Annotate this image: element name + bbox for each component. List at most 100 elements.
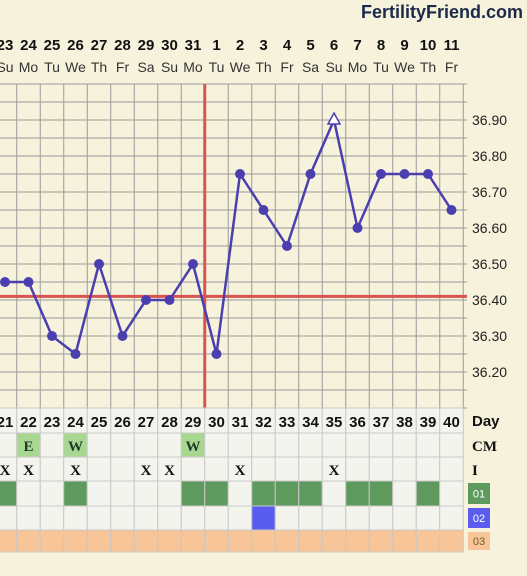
row-03-cell	[321, 529, 347, 553]
weekday-label: We	[394, 59, 415, 75]
cm-row-cell	[345, 432, 370, 458]
row-03-cell	[133, 529, 159, 553]
y-tick-label: 36.50	[472, 256, 507, 272]
row-02-cell	[157, 505, 182, 531]
row-02-cell	[16, 505, 41, 531]
weekday-label: We	[65, 59, 86, 75]
row-02-cell	[274, 505, 300, 531]
cm-row-cell	[415, 432, 441, 458]
cycle-day-label: 36	[349, 414, 366, 431]
cm-row-cell	[86, 432, 112, 458]
weekday-label: Th	[255, 59, 271, 75]
intercourse-row-cell	[86, 456, 112, 482]
row-02-cell	[0, 505, 18, 531]
date-label: 7	[353, 37, 361, 54]
temperature-point	[23, 277, 34, 287]
temperature-point	[211, 349, 222, 359]
row-03-cell	[86, 529, 112, 553]
temperature-point	[258, 205, 269, 215]
row-03-cell	[39, 529, 65, 553]
row-02-cell	[415, 505, 441, 531]
row-label-i: I	[472, 463, 478, 479]
date-label: 1	[212, 37, 220, 54]
cm-row-cell	[110, 432, 135, 458]
chart-grid	[0, 83, 467, 409]
y-tick-label: 36.70	[472, 184, 507, 200]
date-label: 8	[377, 37, 385, 54]
date-label: 11	[444, 37, 460, 54]
y-tick-label: 36.30	[472, 328, 507, 344]
weekday-label: Fr	[116, 59, 130, 75]
temperature-point	[352, 223, 363, 233]
date-label: 30	[161, 37, 178, 54]
weekday-label: Tu	[209, 59, 225, 75]
temperature-point	[235, 169, 245, 179]
row-01-cell	[298, 480, 323, 507]
date-label: 27	[91, 37, 108, 54]
intercourse-mark: X	[23, 463, 34, 479]
cycle-day-label: 29	[185, 414, 202, 431]
cycle-day-label: 22	[20, 414, 37, 431]
row-03-cell	[345, 529, 370, 553]
row-label-03-box	[468, 532, 490, 550]
row-02-cell	[39, 505, 65, 531]
reference-lines	[0, 84, 467, 408]
row-01-cell	[227, 480, 253, 507]
row-01-cell	[274, 480, 300, 507]
row-03-cell	[274, 529, 300, 553]
temperature-point	[188, 259, 198, 269]
row-label-01-box	[468, 483, 490, 504]
intercourse-row-cell	[345, 456, 370, 482]
row-01-cell	[415, 480, 441, 507]
date-label: 23	[0, 37, 13, 54]
intercourse-row-cell	[415, 456, 441, 482]
row-03-cell	[298, 529, 323, 553]
weekday-label: Mo	[19, 59, 39, 75]
weekday-label: Su	[0, 59, 14, 75]
cycle-day-label: 27	[138, 414, 155, 431]
weekday-label: Fr	[280, 59, 294, 75]
cycle-day-label: 39	[420, 414, 437, 431]
date-label: 6	[330, 37, 338, 54]
date-label: 29	[138, 37, 155, 54]
row-03-cell	[204, 529, 229, 553]
intercourse-mark: X	[164, 463, 175, 479]
date-label: 3	[259, 37, 267, 54]
row-01-cell	[345, 480, 370, 507]
row-01-cell	[86, 480, 112, 507]
date-label: 26	[67, 37, 84, 54]
weekday-label: Tu	[44, 59, 60, 75]
row-01-cell	[180, 480, 206, 507]
y-tick-label: 36.90	[472, 112, 507, 128]
row-02-cell	[180, 505, 206, 531]
intercourse-row-cell	[368, 456, 394, 482]
row-02-cell	[227, 505, 253, 531]
temperature-point	[141, 295, 151, 305]
cm-mark: E	[23, 439, 33, 455]
row-02-cell	[439, 505, 464, 531]
date-label: 28	[114, 37, 131, 54]
cm-mark: W	[186, 439, 201, 455]
row-03-cell	[392, 529, 417, 553]
cm-row-cell	[439, 432, 464, 458]
temperature-point	[94, 259, 104, 269]
cycle-day-label: 31	[232, 414, 249, 431]
row-02-cell	[321, 505, 347, 531]
temperature-point	[164, 295, 175, 305]
row-label-cm: CM	[472, 439, 497, 455]
weekday-label: Mo	[183, 59, 203, 75]
cycle-day-label: 23	[44, 414, 61, 431]
temperature-point-open	[326, 111, 342, 125]
row-01-cell	[0, 480, 18, 507]
cycle-day-label: 28	[161, 414, 178, 431]
row-01-cell	[392, 480, 417, 507]
row-01-cell	[204, 480, 229, 507]
row-label-01: 01	[473, 489, 485, 501]
cm-row-cell	[227, 432, 253, 458]
date-label: 31	[185, 37, 202, 54]
date-label: 10	[420, 37, 437, 54]
row-01-cell	[63, 480, 88, 507]
row-02-cell	[345, 505, 370, 531]
